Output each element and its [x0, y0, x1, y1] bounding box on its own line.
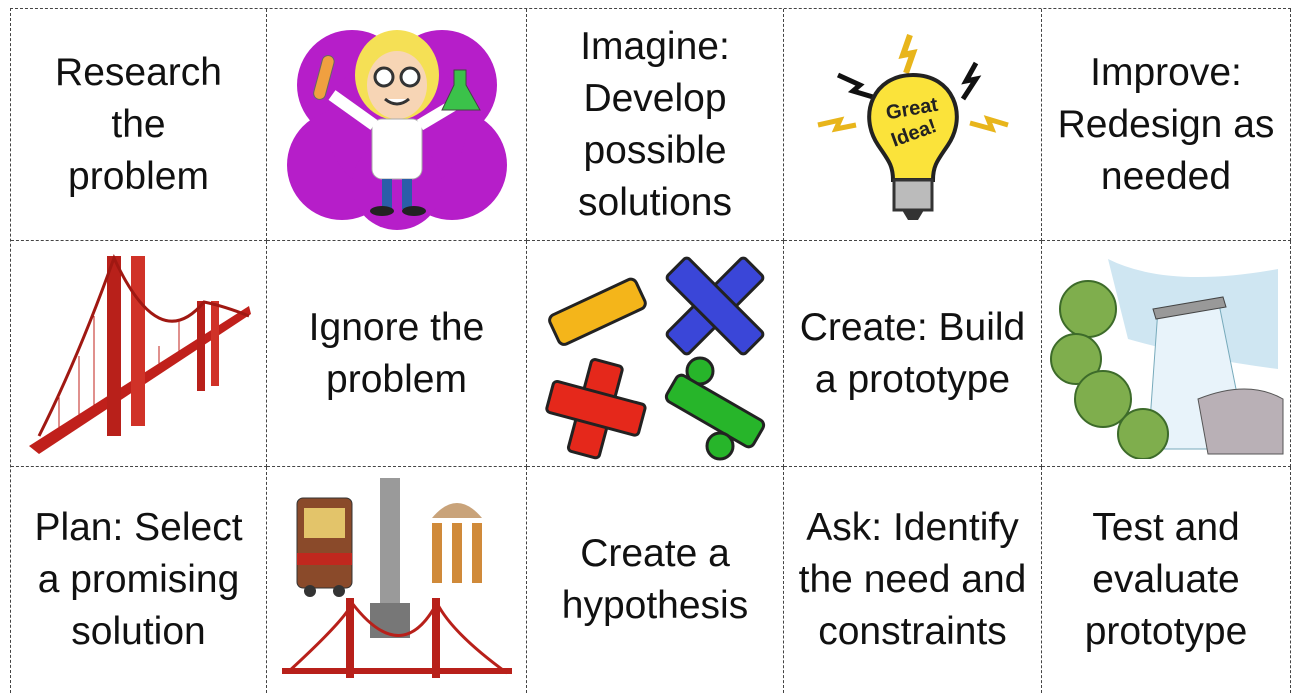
- card: Improve: Redesign as needed: [1042, 9, 1291, 241]
- card: Test and evaluate prototype: [1042, 467, 1291, 693]
- card: Ignore the problem: [267, 241, 527, 467]
- card-text: Test and evaluate prototype: [1084, 506, 1248, 653]
- card: [267, 467, 527, 693]
- card-text: Ignore the problem: [308, 305, 485, 401]
- card: Plan: Select a promising solution: [11, 467, 267, 693]
- card: [267, 9, 527, 241]
- waterfall-image: [1050, 258, 1284, 459]
- card: Create a hypothesis: [527, 467, 784, 693]
- card: [1042, 241, 1291, 467]
- card: Research the problem: [11, 9, 267, 241]
- landmarks-image: [281, 477, 512, 678]
- card: Ask: Identify the need and constraints: [784, 467, 1042, 693]
- card: Imagine: Develop possible solutions: [527, 9, 784, 241]
- scientist-image: [286, 29, 507, 230]
- card-text: Improve: Redesign as needed: [1057, 50, 1275, 198]
- card-text: Plan: Select a promising solution: [34, 506, 243, 653]
- card-text: Ask: Identify the need and constraints: [798, 506, 1027, 653]
- card-text: Create: Build a prototype: [799, 305, 1026, 401]
- math-symbols-image: [545, 256, 766, 461]
- card-grid: Research the problem Imagine: Develop po…: [10, 8, 1291, 693]
- bridge-image: [28, 254, 251, 454]
- lightbulb-image: Great Idea!: [816, 33, 1009, 220]
- card-text: Research the problem: [55, 50, 222, 198]
- card: Create: Build a prototype: [784, 241, 1042, 467]
- card: Great Idea!: [784, 9, 1042, 241]
- card: [527, 241, 784, 467]
- card-text: Imagine: Develop possible solutions: [578, 24, 732, 224]
- card-text: Create a hypothesis: [561, 532, 749, 627]
- card: [11, 241, 267, 467]
